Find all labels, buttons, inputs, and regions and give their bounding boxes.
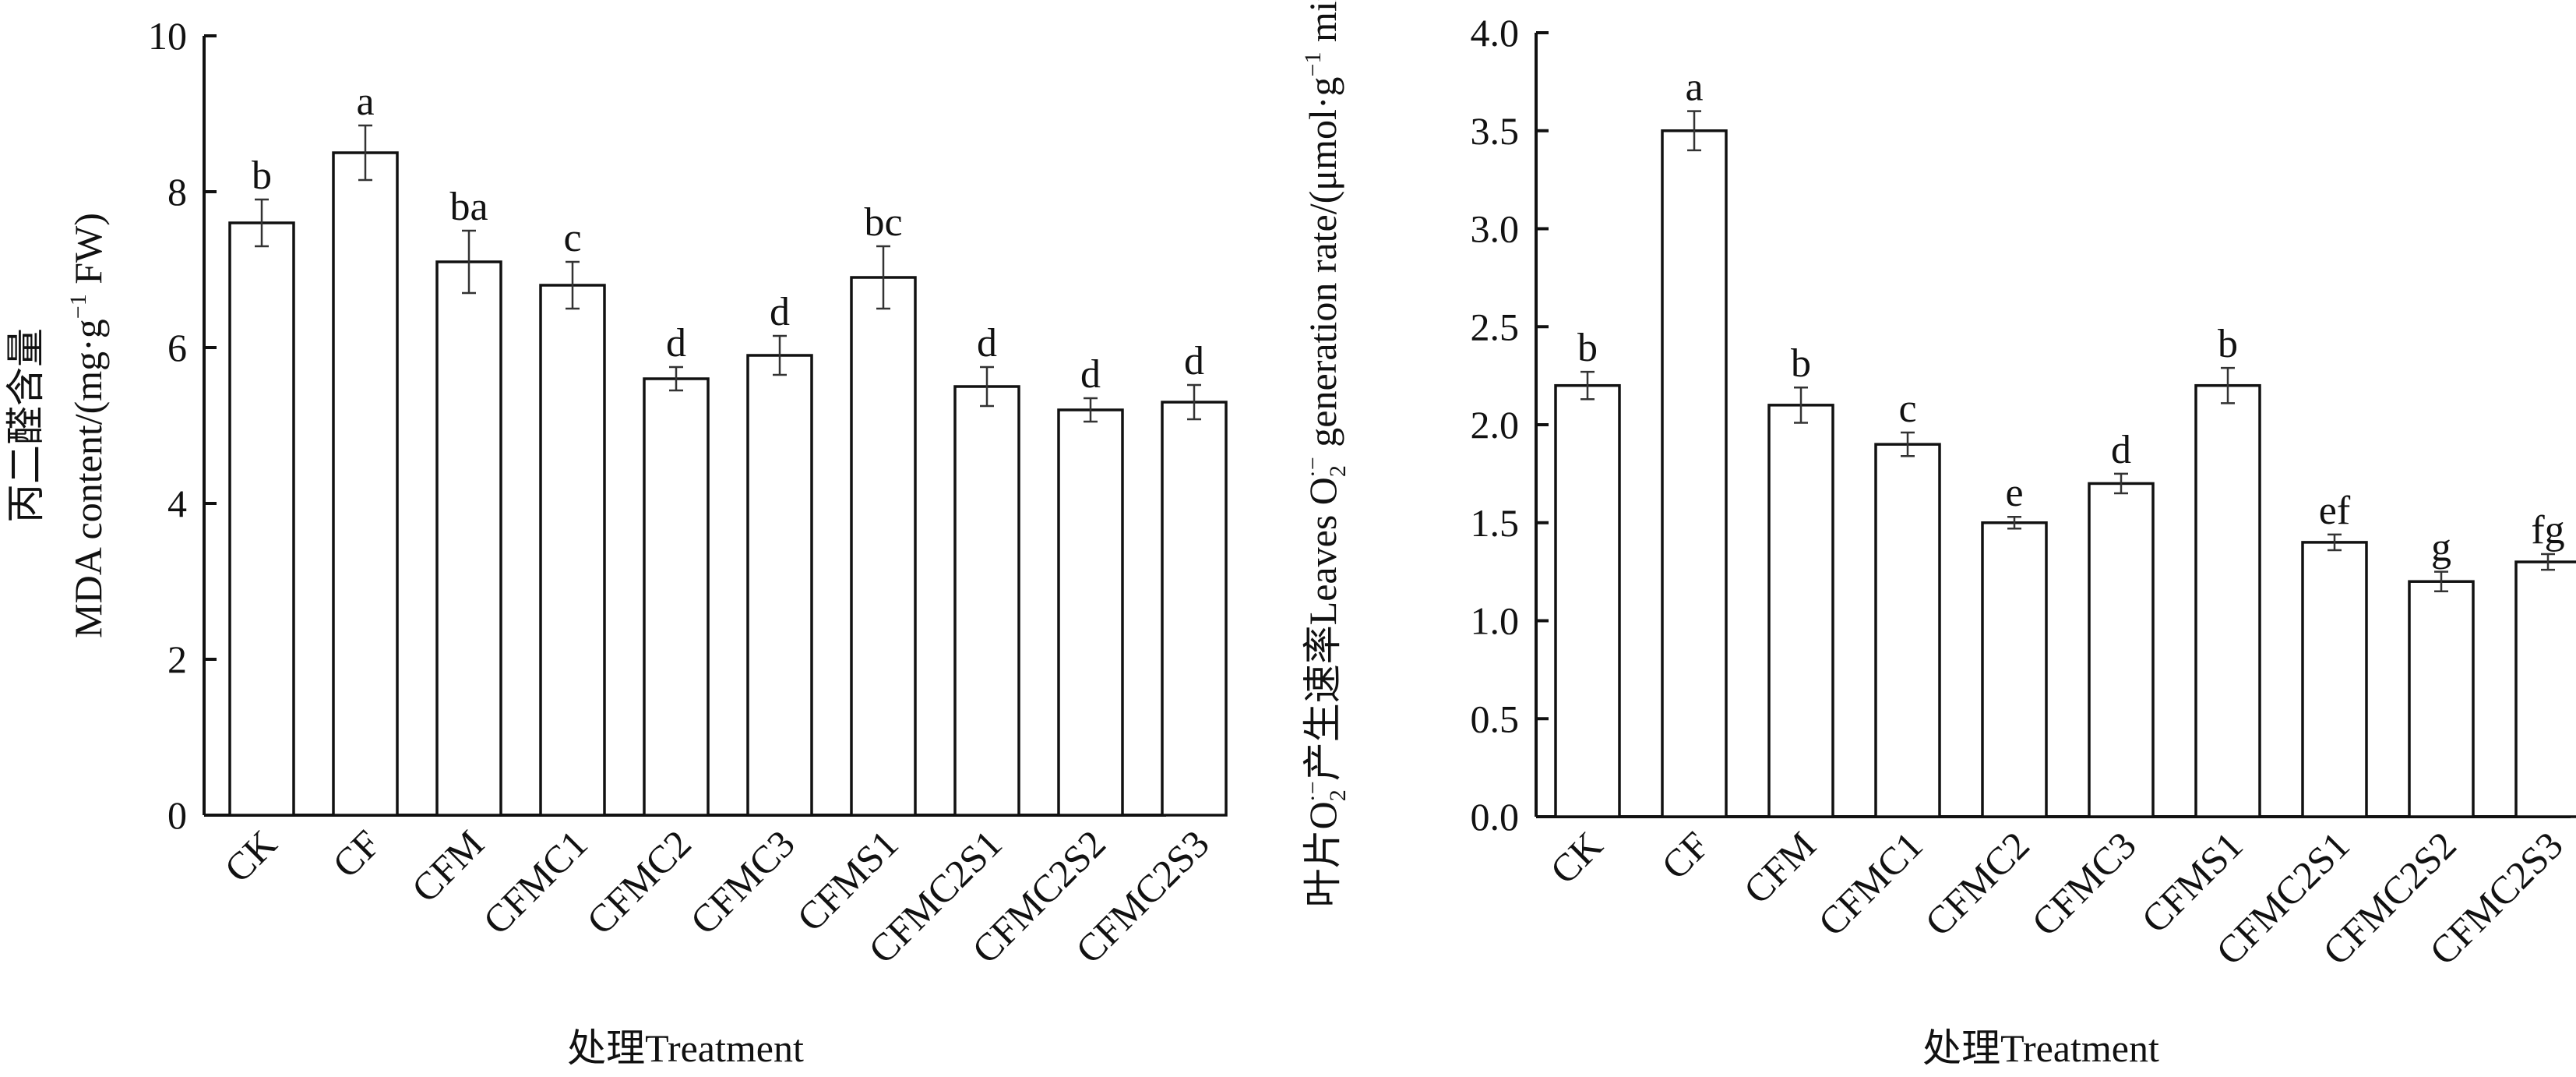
x-tick-label: CK: [1542, 823, 1611, 892]
significance-letter: e: [2005, 471, 2023, 515]
y-tick-label: 0: [167, 793, 187, 837]
significance-letter: c: [563, 216, 581, 260]
x-tick-label: CFM: [1735, 823, 1824, 912]
significance-letter: d: [1080, 352, 1101, 397]
o2-rate-chart: 0.0 0.5 1.0 1.5 2.0 2.5 3.0 3.5 4.0 b CK a CF b CFM c CF…: [1471, 11, 2576, 973]
significance-letter: b: [252, 154, 272, 198]
bar-CFM: [1767, 404, 1834, 818]
bar-CFMC1: [1874, 443, 1941, 818]
bar-CF: [1661, 129, 1728, 818]
bar-CFMC2S3: [2514, 560, 2576, 818]
x-tick-label: CFMC1: [474, 821, 596, 943]
x-tick-label: CFMC3: [682, 821, 803, 943]
bar-CFMC2: [643, 377, 710, 817]
significance-letter: d: [770, 290, 790, 334]
bar-CK: [228, 221, 295, 817]
x-tick-label: CK: [216, 821, 285, 891]
y-tick-label: 2.0: [1471, 403, 1520, 447]
x-tick-label: CFMC1: [1810, 823, 1931, 945]
bar-CFM: [435, 260, 502, 817]
y-tick-label: 0.5: [1471, 697, 1520, 740]
significance-letter: bc: [864, 200, 902, 245]
y-tick-label: 0.0: [1471, 795, 1520, 839]
significance-letter: d: [2111, 428, 2131, 472]
o2-ylabel: 叶片O2·−产生速率Leaves O2·− generation rate/(μ…: [1300, 0, 1351, 907]
mda-chart: 0246810bCKaCFbaCFMcCFMC1dCFMC2dCFMC3bcCF…: [148, 14, 1228, 972]
significance-letter: b: [2218, 322, 2238, 366]
bar-CFMC3: [2088, 482, 2155, 818]
significance-letter: d: [977, 321, 997, 365]
y-tick-label: 6: [167, 326, 187, 369]
bar-CFMC3: [746, 354, 813, 817]
x-tick-label: CF: [324, 821, 389, 886]
significance-letter: a: [1685, 65, 1703, 110]
x-tick-label: CF: [1653, 823, 1718, 888]
significance-letter: b: [1577, 326, 1598, 370]
x-tick-label: CFM: [403, 821, 492, 910]
significance-letter: d: [666, 321, 686, 365]
bar-CFMC2: [1981, 521, 2048, 818]
significance-letter: a: [356, 79, 374, 124]
significance-letter: ef: [2319, 489, 2351, 533]
bar-CFMC2S1: [953, 385, 1020, 817]
y-tick-label: 2.5: [1471, 305, 1520, 348]
o2-xlabel: 处理Treatment: [1922, 1026, 2159, 1070]
bar-CFMC2S2: [1057, 408, 1124, 817]
y-tick-label: 2: [167, 637, 187, 681]
bar-CFMC2S2: [2408, 580, 2475, 818]
mda-ylabel-en: MDA content/(mg·g−1 FW): [65, 213, 110, 638]
y-tick-label: 1.5: [1471, 501, 1520, 545]
y-tick-label: 3.0: [1471, 207, 1520, 251]
y-tick-label: 3.5: [1471, 109, 1520, 153]
mda-ylabel-cn: 丙二醛含量: [4, 328, 48, 523]
y-tick-label: 1.0: [1471, 599, 1520, 643]
bar-CFMS1: [2194, 383, 2261, 818]
significance-letter: ba: [449, 185, 488, 229]
bar-CK: [1554, 383, 1621, 818]
y-tick-label: 4.0: [1471, 11, 1520, 55]
y-tick-label: 4: [167, 482, 187, 525]
bar-CFMC2S1: [2301, 541, 2368, 818]
significance-letter: b: [1791, 341, 1811, 386]
x-tick-label: CFMC2: [1916, 823, 2038, 945]
significance-letter: d: [1184, 339, 1204, 383]
y-tick-label: 8: [167, 170, 187, 214]
bar-CFMC2S3: [1161, 401, 1228, 817]
y-tick-label: 10: [148, 14, 187, 58]
bar-CF: [332, 151, 399, 817]
bar-CFMS1: [850, 276, 917, 817]
x-tick-label: CFMC2: [578, 821, 700, 943]
significance-letter: fg: [2531, 508, 2564, 553]
significance-letter: c: [1898, 387, 1916, 431]
bar-CFMC1: [539, 284, 606, 817]
significance-letter: g: [2431, 526, 2451, 570]
mda-xlabel: 处理Treatment: [567, 1026, 804, 1070]
x-tick-label: CFMC3: [2023, 823, 2144, 945]
